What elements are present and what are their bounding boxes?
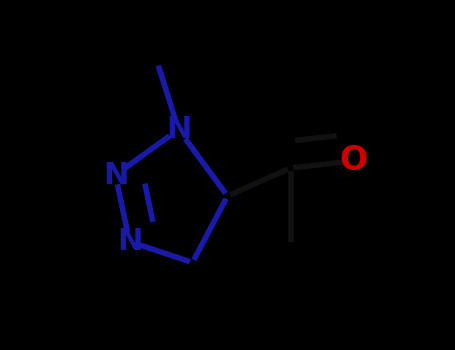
Text: N: N — [117, 227, 142, 256]
Text: N: N — [103, 161, 128, 189]
Text: O: O — [339, 145, 368, 177]
Text: N: N — [166, 115, 191, 144]
